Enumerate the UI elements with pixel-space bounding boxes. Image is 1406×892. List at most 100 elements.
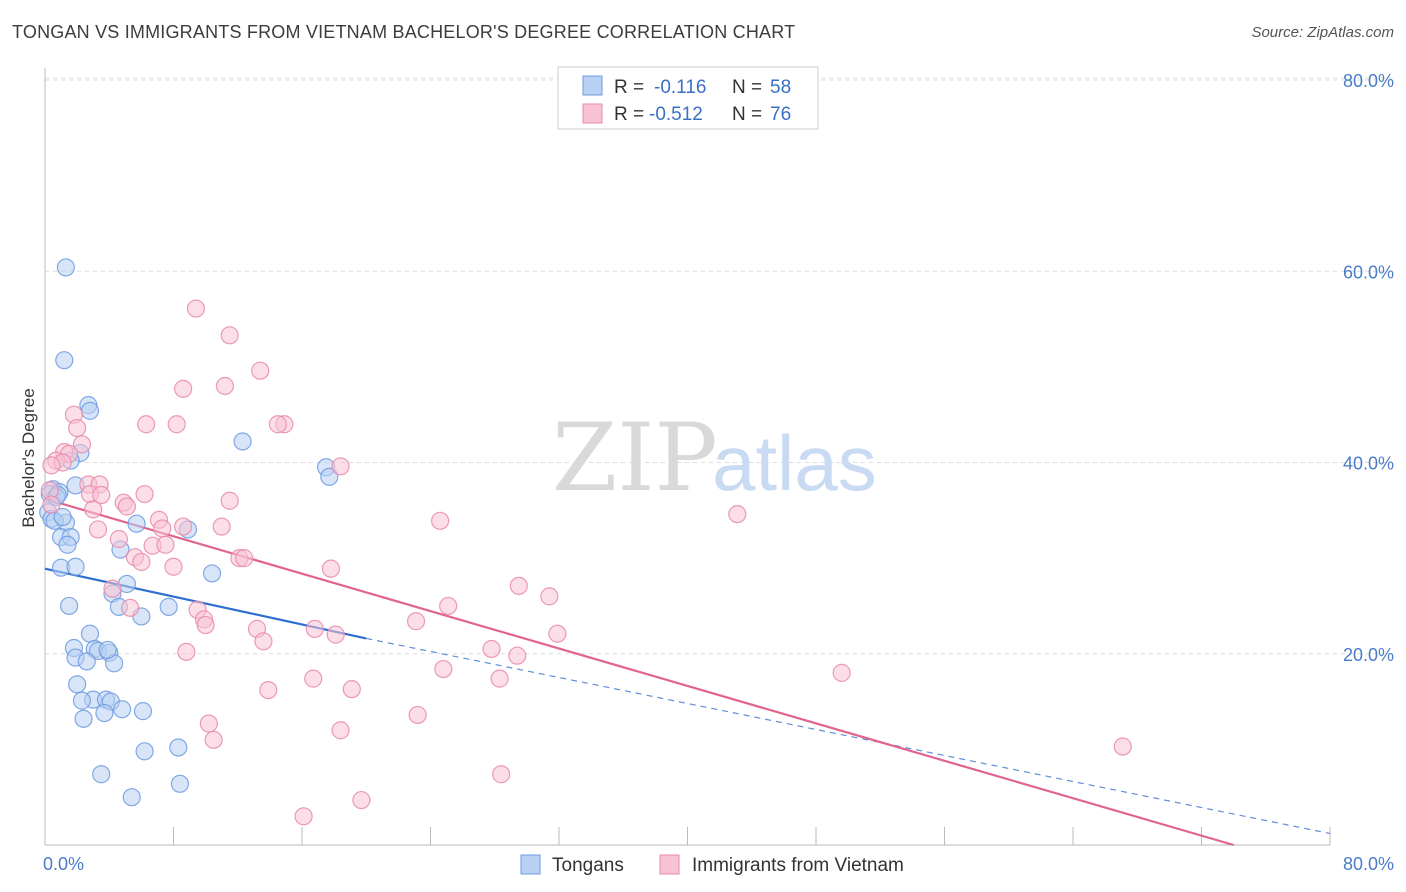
data-point: [68, 418, 87, 438]
data-point: [56, 258, 75, 277]
data-point: [331, 721, 350, 740]
data-point: [84, 500, 103, 519]
data-point: [58, 535, 77, 554]
data-points: [39, 258, 1132, 826]
trend-line-tongans-extension: [366, 637, 1331, 835]
data-point: [42, 456, 61, 475]
data-point: [204, 730, 223, 749]
data-point: [305, 619, 324, 638]
data-point: [135, 484, 154, 504]
data-point: [326, 625, 345, 644]
data-point: [117, 497, 137, 516]
data-point: [251, 361, 270, 380]
chart-source: Source: ZipAtlas.com: [1251, 24, 1394, 41]
legend-n-value-2: 76: [770, 104, 791, 125]
data-point: [406, 612, 426, 631]
legend-box: R = -0.116 N = 58 R = -0.512 N = 76: [557, 66, 819, 130]
data-point: [212, 517, 231, 536]
chart-title: TONGAN VS IMMIGRANTS FROM VIETNAM BACHEL…: [12, 22, 796, 42]
data-point: [1113, 737, 1132, 756]
data-point: [233, 432, 252, 451]
data-point: [352, 790, 371, 810]
trend-line-vietnam: [44, 497, 1234, 847]
axes: [44, 68, 1331, 846]
data-point: [156, 535, 175, 554]
data-point: [196, 615, 215, 635]
data-point: [170, 774, 190, 793]
data-point: [80, 401, 100, 420]
y-axis-label: Bachelor's Degree: [19, 388, 38, 527]
data-point: [509, 576, 528, 595]
data-point: [342, 680, 361, 699]
data-point: [259, 680, 278, 700]
data-point: [431, 511, 450, 530]
legend-n-label-1: N =: [732, 77, 762, 98]
data-point: [220, 326, 239, 345]
data-point: [169, 738, 188, 757]
legend-n-label-2: N =: [732, 104, 762, 125]
data-point: [492, 765, 511, 784]
data-point: [220, 491, 239, 510]
data-point: [215, 376, 234, 396]
bottom-legend-swatch-vietnam: [659, 854, 680, 875]
data-point: [174, 379, 193, 398]
y-tick-label: 80.0%: [1343, 71, 1394, 91]
data-point: [832, 663, 851, 682]
y-tick-label: 60.0%: [1343, 262, 1394, 282]
data-point: [135, 742, 154, 761]
data-point: [42, 495, 61, 514]
data-point: [728, 505, 747, 524]
y-tick-label: 40.0%: [1343, 454, 1394, 474]
data-point: [174, 517, 193, 536]
data-point: [112, 700, 132, 719]
bottom-legend-vietnam: Immigrants from Vietnam: [692, 855, 904, 876]
data-point: [490, 669, 509, 688]
data-point: [439, 596, 458, 616]
data-point: [95, 703, 114, 723]
data-point: [331, 457, 350, 476]
data-point: [53, 507, 72, 527]
x-tick-label: 0.0%: [43, 854, 84, 874]
data-point: [167, 415, 186, 434]
bottom-legend-tongans: Tongans: [552, 855, 624, 876]
legend-r-value-2: -0.512: [649, 104, 703, 125]
data-point: [254, 632, 273, 651]
data-point: [434, 659, 453, 679]
data-point: [68, 675, 87, 694]
x-tick-label: 80.0%: [1343, 854, 1394, 874]
data-point: [304, 669, 323, 688]
data-point: [132, 552, 151, 572]
data-point: [202, 564, 222, 583]
data-point: [137, 415, 156, 434]
grid-lines: [45, 77, 1392, 655]
watermark-atlas: atlas: [712, 419, 877, 507]
data-point: [268, 415, 288, 434]
data-point: [103, 579, 122, 598]
legend-swatch-vietnam: [582, 103, 603, 124]
data-point: [92, 765, 111, 784]
data-point: [72, 435, 92, 454]
bottom-legend-swatch-tongans: [520, 854, 541, 875]
data-point: [164, 557, 183, 576]
data-point: [235, 549, 254, 568]
data-point: [98, 640, 117, 660]
data-point: [408, 705, 427, 725]
data-point: [80, 624, 100, 643]
data-point: [121, 598, 140, 617]
data-point: [540, 587, 559, 606]
data-point: [109, 529, 128, 549]
legend-r-label-1: R =: [614, 77, 644, 98]
data-point: [482, 639, 501, 659]
data-point: [74, 709, 93, 728]
data-point: [88, 520, 108, 539]
data-point: [321, 559, 341, 578]
data-point: [294, 807, 313, 826]
data-point: [122, 788, 141, 807]
data-point: [59, 596, 79, 616]
data-point: [72, 691, 92, 710]
data-point: [55, 351, 74, 370]
data-point: [186, 299, 206, 318]
legend-swatch-tongans: [582, 75, 603, 96]
data-point: [548, 624, 567, 643]
